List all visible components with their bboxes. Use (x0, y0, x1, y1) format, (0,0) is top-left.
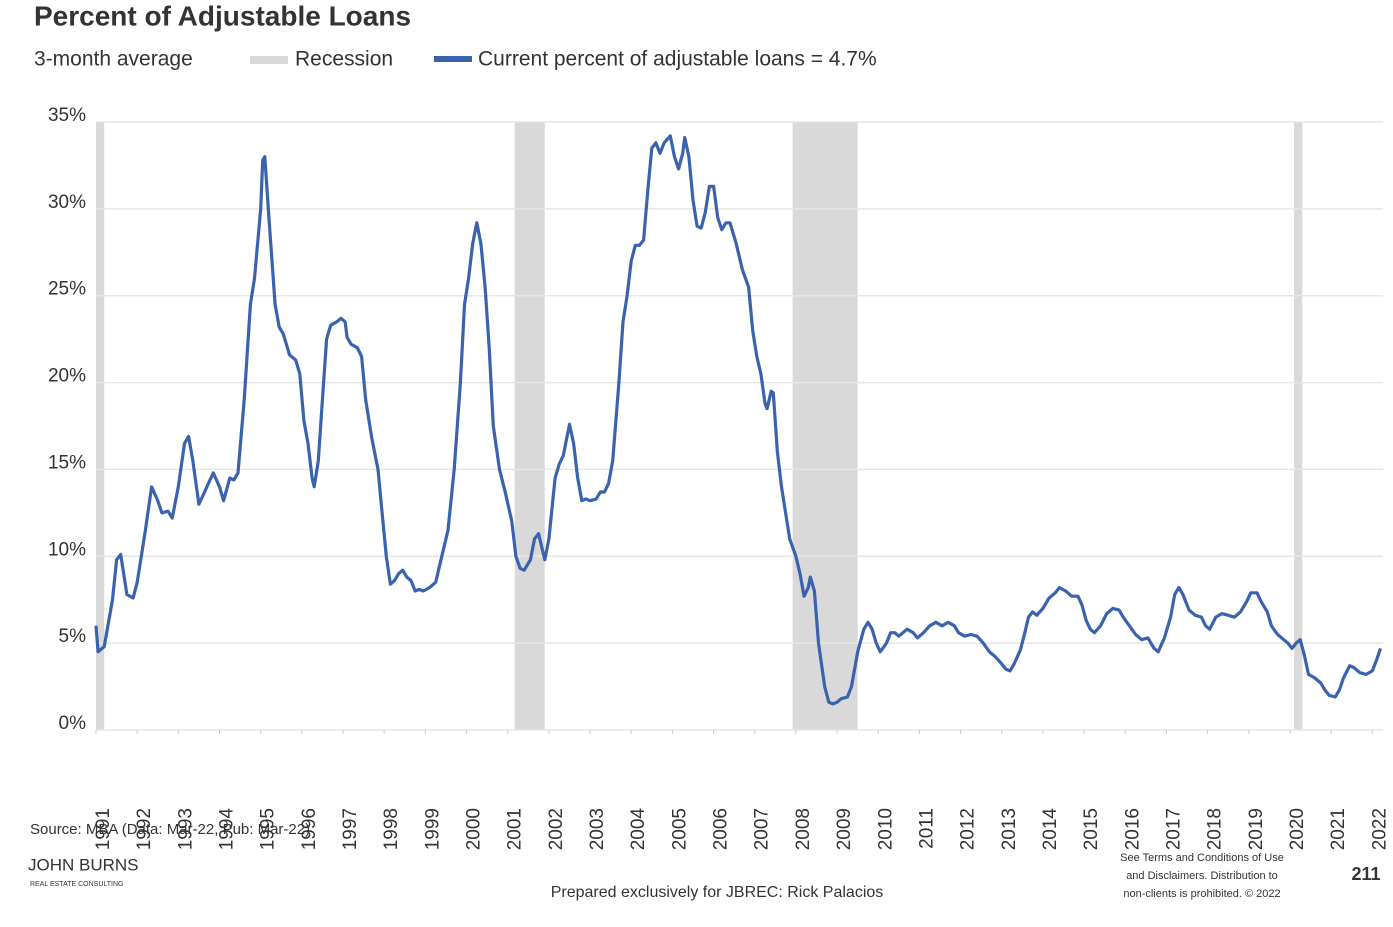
recession-band (96, 122, 105, 730)
x-tick-label: 2014 (1040, 808, 1061, 851)
x-tick-label: 1992 (134, 808, 155, 850)
logo-name: JOHN BURNS (28, 855, 139, 874)
series-line (94, 134, 1383, 706)
y-tick-label: 35% (48, 105, 86, 126)
chart-title: Percent of Adjustable Loans (34, 0, 411, 31)
x-tick-label: 2002 (546, 808, 567, 850)
recession-band (514, 122, 545, 730)
x-tick-label: 2022 (1369, 808, 1390, 850)
x-tick-label: 1997 (340, 808, 361, 850)
x-tick-label: 1995 (258, 808, 279, 850)
x-tick-label: 2005 (669, 808, 690, 850)
x-tick-label: 2019 (1246, 808, 1267, 850)
y-tick-label: 15% (48, 452, 86, 473)
x-tick-label: 2006 (711, 808, 732, 850)
recession-band (792, 122, 858, 730)
x-tick-label: 1993 (175, 808, 196, 850)
page-number: 211 (1351, 864, 1380, 884)
x-tick-label: 2008 (793, 808, 814, 850)
y-tick-label: 0% (59, 713, 87, 734)
y-tick-label: 20% (48, 366, 86, 387)
x-tick-label: 2013 (999, 808, 1020, 850)
legend-swatch (250, 56, 288, 64)
x-tick-label: 1999 (422, 808, 443, 850)
plot-area: 0% 5% 10% 15% 20% 25% 30% 35% 1991 1992 1993 1994 19… (48, 105, 1390, 850)
y-tick-label: 25% (48, 279, 86, 300)
x-tick-label: 1991 (93, 808, 114, 850)
disclaimer: non-clients is prohibited. © 2022 (1123, 888, 1280, 900)
x-tick-label: 1994 (217, 808, 238, 851)
x-tick-label: 2012 (958, 808, 979, 850)
recession-band (1294, 122, 1303, 730)
chart-subtitle: 3-month average (34, 48, 193, 71)
legend-label: Recession (295, 48, 393, 71)
x-tick-label: 2007 (752, 808, 773, 850)
prepared-note: Prepared exclusively for JBREC: Rick Pal… (551, 884, 884, 901)
legend-label: Current percent of adjustable loans = 4.… (478, 48, 877, 71)
x-tick-label: 2001 (505, 808, 526, 850)
logo-tagline: REAL ESTATE CONSULTING (30, 881, 123, 888)
x-tick-label: 1998 (381, 808, 402, 850)
x-tick-label: 1996 (299, 808, 320, 850)
y-tick-label: 5% (59, 626, 87, 647)
legend-swatch (434, 56, 472, 62)
disclaimer: and Disclaimers. Distribution to (1126, 870, 1278, 882)
x-tick-label: 2011 (916, 808, 937, 849)
x-tick-label: 2020 (1287, 808, 1308, 850)
source-note: Source: MBA (Data: Mar-22, Pub: Mar-22) (30, 821, 310, 838)
x-tick-label: 2018 (1205, 808, 1226, 850)
y-tick-label: 10% (48, 539, 86, 560)
x-tick-label: 2016 (1122, 808, 1143, 850)
x-tick-label: 2009 (834, 808, 855, 850)
x-tick-label: 2003 (587, 808, 608, 850)
disclaimer: See Terms and Conditions of Use (1120, 852, 1284, 864)
y-tick-label: 30% (48, 192, 86, 213)
x-tick-label: 2021 (1328, 808, 1349, 850)
x-tick-label: 2000 (464, 808, 485, 850)
x-tick-label: 2015 (1081, 808, 1102, 850)
x-tick-label: 2004 (628, 808, 649, 851)
x-tick-label: 2010 (875, 808, 896, 850)
x-tick-label: 2017 (1163, 808, 1184, 850)
